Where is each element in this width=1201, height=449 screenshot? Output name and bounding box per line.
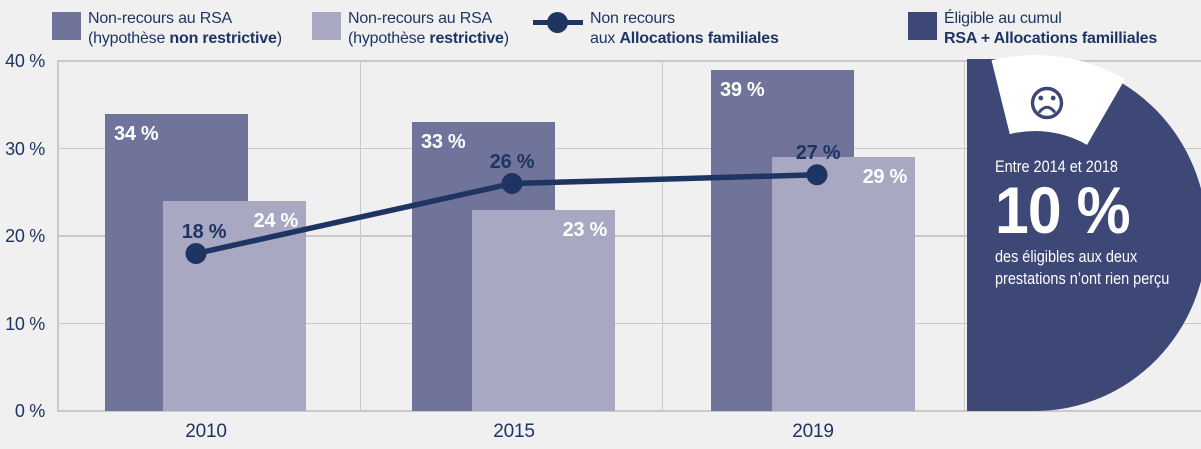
gridline-y-30 — [57, 147, 1201, 150]
legend-label: Non recours aux Allocations familiales — [590, 10, 779, 47]
callout-description: des éligibles aux deux prestations n’ont… — [995, 247, 1170, 288]
line-value-label-2010: 18 % — [181, 220, 227, 243]
line-value-label-2015: 26 % — [489, 150, 535, 173]
gridline-x-0 — [57, 61, 59, 412]
x-tick-label-2019: 2019 — [792, 421, 834, 442]
line-value-label-2019: 27 % — [795, 141, 841, 164]
line-point-2010 — [185, 243, 207, 264]
x-tick-label-2015: 2015 — [493, 421, 535, 442]
legend-item-allocations-familiales: Non recours aux Allocations familiales — [533, 0, 779, 49]
x-tick-label-2010: 2010 — [185, 421, 227, 442]
bar-value-label: 29 % — [862, 166, 908, 189]
fan-shape — [991, 54, 1125, 145]
callout-period: Entre 2014 et 2018 — [995, 157, 1118, 176]
legend-swatch-dark-icon — [52, 12, 81, 40]
legend-label: Éligible au cumul RSA + Allocations fami… — [944, 10, 1158, 47]
bar-restrictive-2015: 23 % — [472, 209, 615, 411]
legend-label: Non-recours au RSA (hypothèse non restri… — [88, 10, 282, 47]
legend-line-dot-icon — [533, 0, 583, 44]
bar-value-label: 24 % — [253, 210, 299, 232]
gridline-x-2 — [661, 61, 663, 412]
bar-value-label: 39 % — [720, 78, 765, 101]
y-tick-label: 20 % — [5, 226, 45, 246]
callout: Entre 2014 et 2018 10 % des éligibles au… — [995, 157, 1201, 290]
callout-circle-shape — [967, 59, 1201, 411]
y-tick-label: 40 % — [5, 51, 45, 71]
gridline-x-3 — [963, 61, 965, 412]
bar-value-label: 33 % — [421, 131, 466, 154]
legend-item-eligible-cumul: Éligible au cumul RSA + Allocations fami… — [908, 9, 1157, 49]
line-point-2015 — [501, 173, 523, 194]
legend-item-rsa-non-restrictive: Non-recours au RSA (hypothèse non restri… — [52, 9, 282, 49]
gridline-y-40 — [57, 60, 1201, 62]
legend-item-rsa-restrictive: Non-recours au RSA (hypothèse restrictiv… — [312, 9, 509, 49]
callout-percentage: 10 % — [995, 173, 1131, 247]
gridline-x-1 — [359, 61, 361, 412]
sad-face-icon — [1030, 86, 1064, 120]
legend-swatch-light-icon — [312, 12, 341, 40]
y-tick-label: 30 % — [5, 138, 45, 159]
y-tick-label: 10 % — [5, 313, 45, 334]
bar-value-label: 23 % — [562, 218, 608, 241]
gridline-y-10 — [57, 322, 1201, 325]
bar-restrictive-2019: 29 % — [772, 157, 915, 411]
y-tick-label: 0 % — [14, 401, 45, 421]
gridline-y-20 — [57, 235, 1201, 237]
legend-swatch-navy-icon — [908, 12, 937, 40]
line-point-2019 — [806, 164, 828, 186]
gridline-y-0 — [57, 410, 1201, 412]
bar-value-label: 34 % — [114, 122, 159, 145]
legend-label: Non-recours au RSA (hypothèse restrictiv… — [348, 10, 509, 47]
